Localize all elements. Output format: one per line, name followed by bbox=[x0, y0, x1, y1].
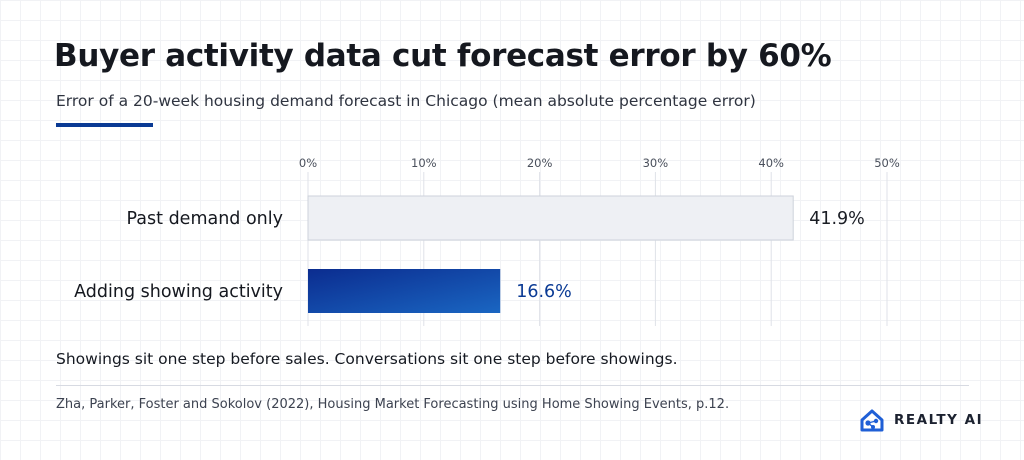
data-label: 41.9% bbox=[809, 209, 865, 229]
x-tick-label: 40% bbox=[758, 156, 784, 170]
brand-mark: REALTY AI bbox=[858, 406, 983, 434]
bar-chart: 0% 10% 20% 30% 40% 50% Past demand only 41.9% Ad… bbox=[74, 156, 900, 326]
bar bbox=[307, 195, 794, 241]
footer-divider bbox=[56, 385, 969, 386]
x-tick-label: 20% bbox=[527, 156, 553, 170]
source-citation: Zha, Parker, Foster and Sokolov (2022), … bbox=[56, 397, 730, 412]
chart-note: Showings sit one step before sales. Conv… bbox=[56, 350, 678, 368]
x-tick-label: 50% bbox=[874, 156, 900, 170]
chart-subtitle: Error of a 20-week housing demand foreca… bbox=[56, 92, 756, 110]
x-tick-label: 30% bbox=[643, 156, 669, 170]
x-tick-label: 10% bbox=[411, 156, 437, 170]
brand-name: REALTY AI bbox=[894, 412, 984, 428]
title-accent-rule bbox=[56, 123, 153, 127]
category-label: Past demand only bbox=[127, 209, 283, 229]
category-label: Adding showing activity bbox=[74, 282, 283, 302]
chart-title: Buyer activity data cut forecast error b… bbox=[54, 38, 832, 74]
house-network-icon bbox=[860, 409, 884, 432]
bar bbox=[308, 269, 501, 313]
data-label: 16.6% bbox=[516, 282, 572, 302]
x-tick-label: 0% bbox=[299, 156, 317, 170]
